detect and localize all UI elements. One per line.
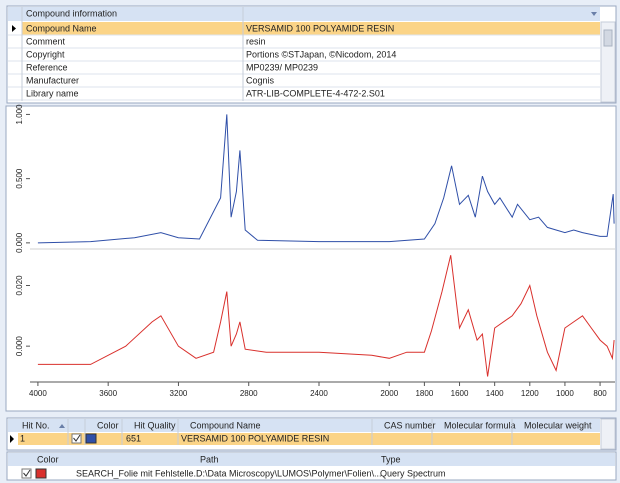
query-cell: Query Spectrum — [380, 468, 446, 478]
hit-scrollbar[interactable] — [600, 418, 616, 450]
x-tick-label: 1000 — [556, 389, 574, 398]
info-key: Reference — [26, 62, 68, 72]
column-header: Molecular weight — [524, 420, 592, 430]
column-header: CAS number — [384, 420, 436, 430]
x-tick-label: 4000 — [29, 389, 47, 398]
check — [23, 469, 31, 477]
info-header: Compound information — [26, 8, 117, 18]
query-color-swatch[interactable] — [35, 468, 47, 479]
y-tick-label: 0.000 — [15, 232, 24, 253]
column-header: Compound Name — [190, 420, 261, 430]
info-value: VERSAMID 100 POLYAMIDE RESIN — [246, 23, 394, 33]
info-key: Manufacturer — [26, 75, 79, 85]
hit-checkbox[interactable] — [71, 433, 82, 444]
hit-cell: 1 — [20, 433, 25, 443]
info-value: ATR-LIB-COMPLETE-4-472-2.S01 — [246, 88, 385, 98]
x-tick-label: 1800 — [415, 389, 433, 398]
column-header: Type — [381, 454, 401, 464]
spectrum — [37, 114, 615, 244]
info-value: resin — [246, 36, 266, 46]
info-value: Portions ©STJapan, ©Nicodom, 2014 — [246, 49, 396, 59]
info-key: Comment — [26, 36, 66, 46]
spectrum — [37, 255, 615, 377]
row-indicator — [12, 25, 16, 32]
info-key: Library name — [26, 88, 79, 98]
x-tick-label: 1200 — [521, 389, 539, 398]
plot-area — [5, 105, 617, 412]
hit-selected-row — [18, 433, 600, 445]
hit-cell: 651 — [126, 433, 141, 443]
info-key: Compound Name — [26, 23, 97, 33]
x-tick-label: 2000 — [380, 389, 398, 398]
column-header: Color — [37, 454, 59, 464]
y-tick-label: 1.000 — [15, 104, 24, 125]
column-header: Molecular formula — [444, 420, 516, 430]
column-header: Path — [200, 454, 219, 464]
sort-arrow — [59, 424, 65, 428]
hit-header-bg — [8, 419, 600, 432]
x-tick-label: 2800 — [240, 389, 258, 398]
x-tick-label: 800 — [593, 389, 607, 398]
y-tick-label: 0.020 — [15, 275, 24, 296]
y-tick-label: 0.000 — [15, 336, 24, 357]
column-header: Hit No. — [22, 420, 50, 430]
dropdown-arrow[interactable] — [591, 12, 597, 16]
info-value: MP0239/ MP0239 — [246, 62, 318, 72]
info-value: Cognis — [246, 75, 275, 85]
check — [73, 434, 81, 442]
hit-cell: VERSAMID 100 POLYAMIDE RESIN — [181, 433, 329, 443]
info-header-bg — [8, 7, 600, 21]
y-tick-label: 0.500 — [15, 168, 24, 189]
query-header-bg — [8, 453, 615, 466]
x-tick-label: 1400 — [486, 389, 504, 398]
x-tick-label: 2400 — [310, 389, 328, 398]
column-header: Color — [97, 420, 119, 430]
hit-row-indicator — [10, 435, 14, 443]
selected-row — [22, 22, 600, 35]
x-tick-label: 3600 — [99, 389, 117, 398]
info-key: Copyright — [26, 49, 65, 59]
hit-color-swatch[interactable] — [85, 433, 97, 444]
query-cell: D:\Data Microscopy\LUMOS\Polymer\Folien\… — [196, 468, 382, 478]
x-tick-label: 1600 — [451, 389, 469, 398]
x-tick-label: 3200 — [170, 389, 188, 398]
scroll-thumb[interactable] — [603, 29, 613, 47]
query-cell: SEARCH_Folie mit Fehlstelle... — [76, 468, 201, 478]
column-header: Hit Quality — [134, 420, 176, 430]
query-checkbox[interactable] — [21, 468, 32, 479]
